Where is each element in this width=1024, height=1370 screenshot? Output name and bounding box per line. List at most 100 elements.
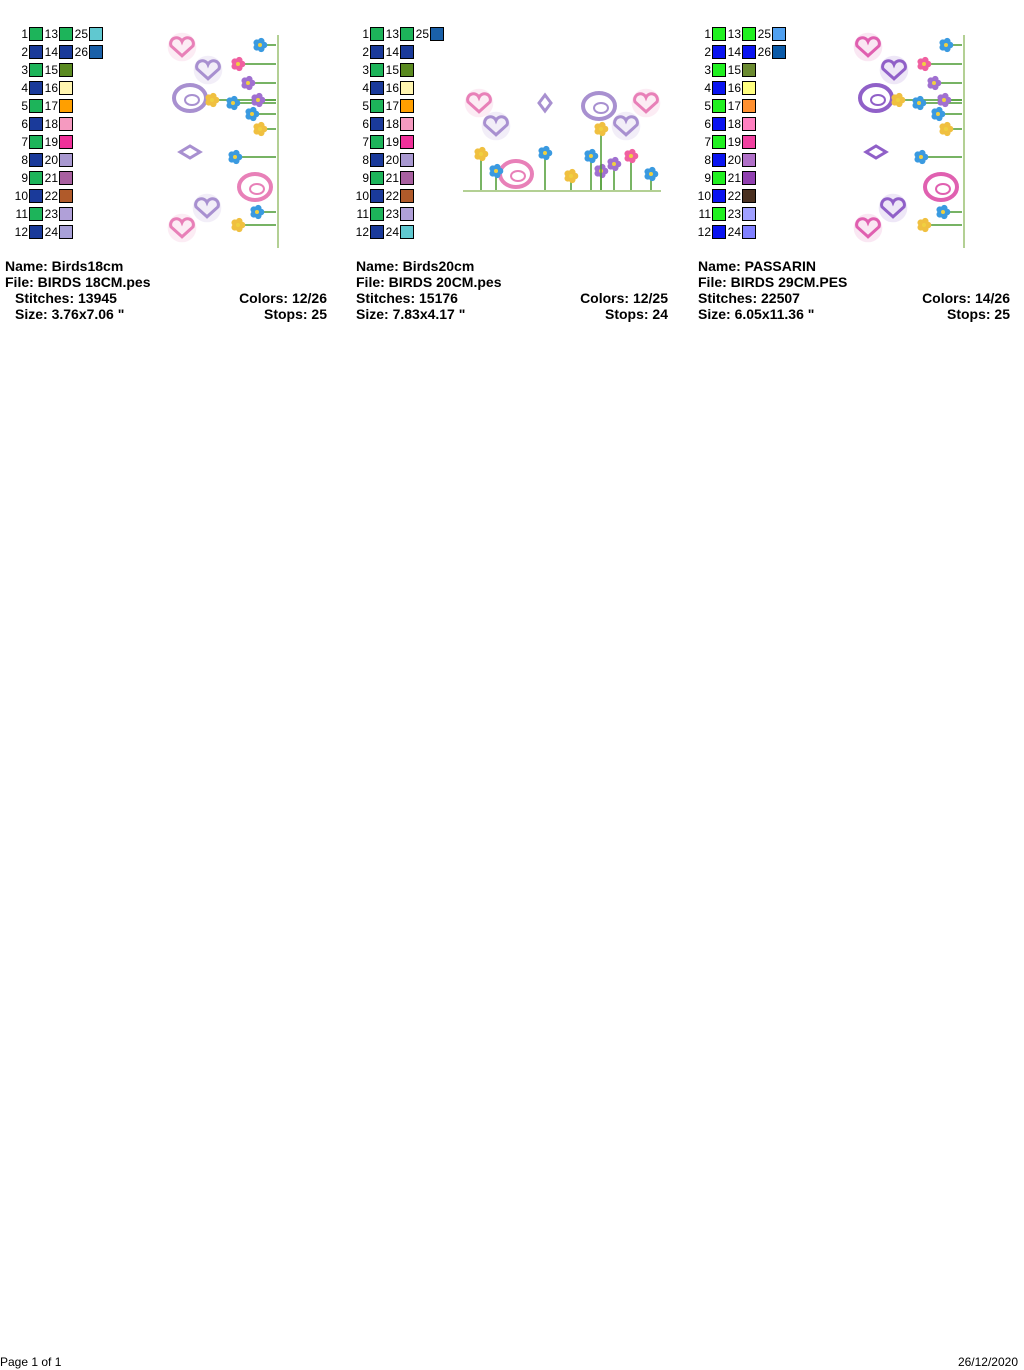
swatch-number: 13: [727, 27, 741, 41]
flower-center: [258, 43, 262, 47]
flower-center: [255, 210, 259, 214]
print-date: 26/12/2020: [957, 1355, 1018, 1369]
swatch-color: [400, 153, 414, 167]
swatch-number: 11: [15, 207, 28, 221]
bird-wing: [510, 170, 526, 182]
flower-center: [246, 81, 250, 85]
design-name: Name: Birds20cm: [356, 258, 475, 274]
swatch-color: [742, 207, 756, 221]
swatch-number: 18: [727, 117, 741, 131]
swatch-number: 11: [356, 207, 369, 221]
swatch-color: [400, 135, 414, 149]
swatch-color: [370, 117, 384, 131]
swatch-color: [712, 81, 726, 95]
swatch-number: 5: [704, 99, 711, 113]
swatch-color: [59, 99, 73, 113]
swatch-color: [59, 45, 73, 59]
heart-glow: [879, 55, 909, 85]
bird-icon: [237, 172, 273, 202]
swatch-number: 12: [355, 225, 369, 239]
swatch-number: 26: [74, 45, 88, 59]
design-name: Name: PASSARIN: [698, 258, 816, 274]
swatch-number: 8: [704, 153, 711, 167]
flower-center: [258, 127, 262, 131]
flower-petal: [235, 56, 243, 64]
swatch-color: [89, 45, 103, 59]
swatch-color: [59, 135, 73, 149]
flower-petal: [255, 92, 263, 100]
swatch-color: [430, 27, 444, 41]
flower-petal: [232, 149, 240, 157]
flower-petal: [943, 37, 951, 45]
heart-glow: [853, 32, 883, 62]
swatch-number: 21: [385, 171, 399, 185]
flower-center: [932, 81, 936, 85]
swatch-color: [400, 63, 414, 77]
bird-icon: [923, 172, 959, 202]
swatch-color: [712, 207, 726, 221]
swatch-color: [370, 135, 384, 149]
swatch-color: [742, 189, 756, 203]
swatch-color: [59, 153, 73, 167]
swatch-number: 23: [727, 207, 741, 221]
swatch-number: 5: [21, 99, 28, 113]
bird-wing: [935, 183, 951, 195]
swatch-color: [400, 45, 414, 59]
swatch-number: 23: [385, 207, 399, 221]
swatch-number: 26: [757, 45, 771, 59]
heart-glow: [853, 213, 883, 243]
swatch-number: 24: [385, 225, 399, 239]
heart-glow: [167, 213, 197, 243]
swatch-number: 25: [757, 27, 771, 41]
swatch-number: 8: [362, 153, 369, 167]
swatch-color: [712, 225, 726, 239]
heart-glow: [192, 193, 222, 223]
swatch-number: 10: [14, 189, 28, 203]
swatch-color: [370, 63, 384, 77]
swatch-number: 22: [385, 189, 399, 203]
swatch-number: 15: [44, 63, 58, 77]
swatch-color: [712, 27, 726, 41]
swatch-color: [712, 135, 726, 149]
flower-center: [896, 98, 900, 102]
butterfly-icon: [863, 144, 889, 160]
flower-petal: [921, 56, 929, 64]
flower-center: [942, 98, 946, 102]
swatch-color: [59, 189, 73, 203]
flower-petal: [598, 121, 606, 129]
swatch-number: 8: [21, 153, 28, 167]
swatch-color: [400, 207, 414, 221]
design-size: Size: 3.76x7.06 ": [15, 306, 125, 322]
design-file: File: BIRDS 18CM.pes: [5, 274, 151, 290]
swatch-number: 14: [727, 45, 741, 59]
flower-petal: [230, 95, 238, 103]
flower-petal: [257, 37, 265, 45]
swatch-number: 7: [21, 135, 28, 149]
flower-center: [256, 98, 260, 102]
swatch-number: 20: [727, 153, 741, 167]
bird-wing: [870, 94, 886, 106]
design-stitches: Stitches: 22507: [698, 290, 800, 306]
swatch-number: 16: [385, 81, 399, 95]
bird-icon: [858, 83, 894, 113]
heart-glow: [193, 55, 223, 85]
swatch-color: [712, 99, 726, 113]
heart-icon: [613, 115, 639, 137]
swatch-number: 9: [704, 171, 711, 185]
flower-center: [649, 172, 653, 176]
heart-glow: [611, 111, 641, 141]
swatch-number: 21: [44, 171, 58, 185]
heart-icon: [855, 36, 881, 58]
flower-petal: [943, 121, 951, 129]
flower-center: [250, 112, 254, 116]
flower-center: [944, 127, 948, 131]
swatch-color: [712, 189, 726, 203]
swatch-color: [400, 117, 414, 131]
heart-icon: [169, 36, 195, 58]
flower-center: [922, 223, 926, 227]
flower-petal: [931, 75, 939, 83]
heart-icon: [855, 217, 881, 239]
heart-icon: [483, 115, 509, 137]
flower-petal: [209, 92, 217, 100]
